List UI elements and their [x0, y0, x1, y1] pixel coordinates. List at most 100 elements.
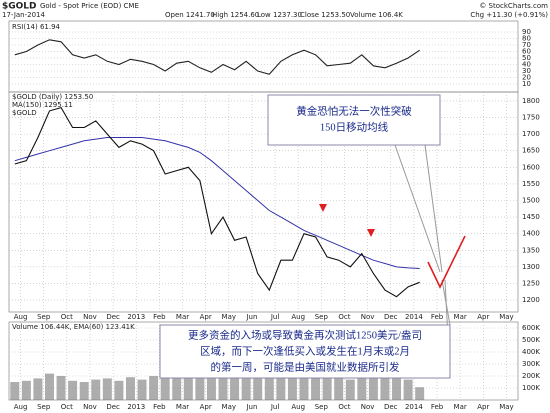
x-tick-label: Sep [315, 403, 329, 411]
x-tick-label: 2013 [127, 313, 145, 321]
volume-bar [299, 374, 309, 400]
callout-text: 150日移动均线 [320, 120, 389, 133]
high: High 1254.60 [212, 11, 259, 19]
pointer [424, 144, 443, 273]
x-tick-label: May [499, 403, 513, 411]
x-tick-label: Sep [37, 313, 51, 321]
y-tick-label: 1200 [522, 296, 540, 304]
x-tick-label: May [222, 403, 236, 411]
x-tick-label: Feb [431, 313, 444, 321]
legend-entry: MA(150) 1295.11 [12, 101, 73, 109]
x-tick-label: May [222, 313, 236, 321]
volume-bar [403, 379, 413, 400]
panel-title: RSI(14) 61.94 [12, 23, 61, 31]
volume-bar [56, 376, 66, 400]
x-tick-label: Feb [431, 403, 444, 411]
x-tick-label: Mar [454, 403, 467, 411]
x-tick-label: Aug [291, 313, 305, 321]
volume-bar [287, 372, 297, 400]
volume-bar [172, 374, 182, 400]
volume-bar [10, 382, 20, 400]
x-tick-label: Dec [106, 403, 120, 411]
panel-title: Volume 106.44K, EMA(60) 123.41K [12, 323, 135, 331]
open: Open 1241.70 [165, 11, 215, 19]
volume-bar [137, 379, 147, 400]
y-tick-label: 1500 [522, 197, 540, 205]
volume-bar [68, 380, 78, 400]
symbol: $GOLD [2, 2, 37, 12]
volume-bar [357, 376, 367, 400]
x-tick-label: Oct [61, 313, 73, 321]
callout-text: 的第一周，可能是由美国就业数据所引发 [211, 360, 400, 373]
x-tick-label: Apr [200, 313, 212, 321]
x-tick-label: Dec [384, 313, 398, 321]
x-tick-label: Jul [270, 313, 280, 321]
callout-text: 区域，而下一次逢低买入或发生在1月末或2月 [200, 344, 410, 357]
pointer [394, 144, 441, 273]
x-tick-label: Jun [245, 403, 257, 411]
panel-title: $GOLD (Daily) 1253.50 [12, 93, 93, 101]
y-tick-label: 1700 [522, 130, 540, 138]
y-tick-label: 20 [522, 74, 531, 82]
y-tick-label: 1300 [522, 263, 540, 271]
x-tick-label: Apr [477, 313, 489, 321]
callout-text: 更多资金的入场或导致黄金再次测试1250美元/盎司 [188, 328, 422, 341]
y-tick-label: 1450 [522, 213, 540, 221]
y-tick-label: 90 [522, 28, 531, 36]
volume: Volume 106.4K [350, 11, 403, 19]
volume-bar [183, 368, 193, 400]
y-tick-label: 1800 [522, 97, 540, 105]
y-tick-label: 1550 [522, 180, 540, 188]
y-tick-label: 40 [522, 61, 531, 69]
x-tick-label: Aug [14, 403, 28, 411]
red-arrow [367, 229, 375, 237]
volume-bar [334, 378, 344, 400]
x-tick-label: 2013 [127, 403, 145, 411]
callout-box [159, 324, 451, 379]
volume-bar [368, 378, 378, 400]
x-tick-label: Feb [153, 403, 166, 411]
y-tick-label: 500K [522, 336, 540, 344]
x-tick-label: Feb [153, 313, 166, 321]
volume-panel [8, 321, 519, 401]
x-tick-label: Mar [454, 313, 467, 321]
instrument-name: Gold - Spot Price (EOD) CME [40, 2, 139, 10]
x-tick-label: Dec [106, 313, 120, 321]
y-tick-label: 30 [522, 67, 531, 75]
x-tick-label: Aug [14, 313, 28, 321]
projection [427, 235, 466, 289]
x-tick-label: 2014 [405, 313, 423, 321]
volume-bar [91, 379, 101, 400]
volume-bar [102, 378, 112, 400]
x-tick-label: Jul [270, 403, 280, 411]
x-tick-label: Aug [291, 403, 305, 411]
volume-bar [392, 377, 402, 400]
x-tick-label: Mar [176, 313, 189, 321]
y-tick-label: 60 [522, 48, 531, 56]
volume-bar [33, 378, 43, 400]
x-tick-label: Apr [477, 403, 489, 411]
annotations: 黄金恐怕无法一次性突破 150日移动均线 更多资金的入场或导致黄金再次测试125… [159, 94, 466, 379]
x-tick-label: Jun [245, 313, 257, 321]
volume-bar [125, 377, 135, 400]
volume-bar [253, 376, 263, 400]
x-tick-label: Nov [83, 403, 97, 411]
y-tick-label: 70 [522, 41, 531, 49]
volume-bar [114, 380, 124, 400]
y-tick-label: 600K [522, 324, 540, 332]
y-tick-label: 1650 [522, 147, 540, 155]
volume-bar [415, 387, 425, 400]
volume-bar [160, 372, 170, 400]
volume-bar [276, 371, 286, 400]
series-line [14, 106, 420, 298]
y-tick-label: 10 [522, 80, 531, 88]
y-tick-label: 300K [522, 360, 540, 368]
volume-bar [380, 374, 390, 400]
volume-bar [21, 380, 31, 400]
volume-bar [264, 373, 274, 400]
volume-bar [230, 372, 240, 400]
callout-text: 黄金恐怕无法一次性突破 [296, 104, 412, 117]
x-tick-label: Nov [83, 313, 97, 321]
